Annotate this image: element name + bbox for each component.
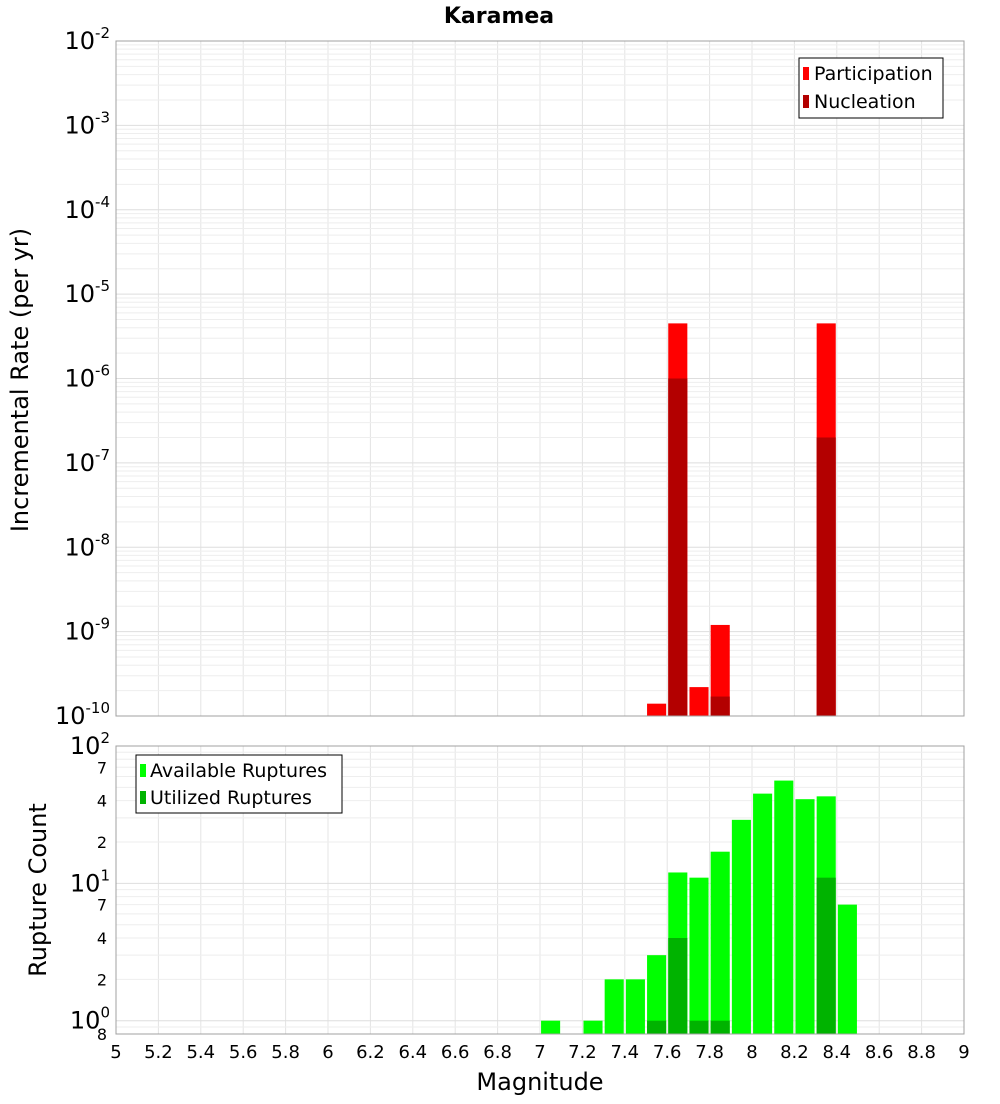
x-tick-label: 7.6	[653, 1042, 682, 1063]
top-legend-box	[798, 57, 944, 119]
y-tick-label: 10-3	[64, 108, 110, 139]
bottom-legend: Available Ruptures Utilized Ruptures	[135, 754, 343, 814]
legend-swatch-nucleation	[803, 95, 809, 108]
x-axis-label: Magnitude	[476, 1068, 603, 1096]
x-tick-label: 5.2	[144, 1042, 173, 1063]
bottom-y-axis-label: Rupture Count	[24, 803, 52, 977]
y-tick-label: 10-7	[64, 446, 110, 477]
count-bar-series-1	[541, 1020, 561, 1034]
count-bar-series-1	[647, 955, 667, 1034]
top-bars	[647, 323, 836, 716]
rate-bar-series-1	[710, 624, 730, 716]
top-legend: Participation Nucleation	[798, 57, 944, 119]
count-bar-series-1	[689, 877, 709, 1034]
count-bar-series-2	[816, 877, 836, 1034]
rate-bar-series-2	[710, 696, 730, 716]
legend-label-nucleation: Nucleation	[814, 91, 916, 113]
y-tick-label: 10-5	[64, 277, 110, 308]
x-tick-label: 7.8	[695, 1042, 724, 1063]
x-tick-label: 8.4	[822, 1042, 851, 1063]
count-bar-series-1	[731, 819, 751, 1034]
legend-label-available-ruptures: Available Ruptures	[150, 760, 327, 782]
bottom-plot-border	[115, 745, 965, 1035]
legend-label-participation: Participation	[814, 63, 933, 85]
y-minor-tick-label: 7	[97, 896, 107, 915]
x-tick-label: 6	[322, 1042, 333, 1063]
y-minor-tick-label: 8	[97, 1025, 107, 1044]
bottom-y-tick-labels: 102 101 100 7 4 2 7 4 2 8	[70, 729, 110, 1044]
x-tick-labels: 5 5.2 5.4 5.6 5.8 6 6.2 6.4 6.6 6.8 7 7.2 7.4 7.6 7.8 8…	[110, 1042, 969, 1063]
legend-swatch-participation	[803, 67, 809, 80]
count-bar-series-1	[583, 1020, 603, 1034]
x-tick-label: 6.2	[356, 1042, 385, 1063]
y-minor-tick-label: 7	[97, 758, 107, 777]
legend-swatch-utilized-ruptures	[140, 791, 146, 804]
x-tick-label: 8	[746, 1042, 757, 1063]
rate-bar-series-1	[647, 703, 667, 716]
y-minor-tick-label: 2	[97, 970, 107, 989]
x-tick-label: 7	[534, 1042, 545, 1063]
x-tick-label: 5	[110, 1042, 121, 1063]
x-tick-label: 8.2	[780, 1042, 809, 1063]
x-tick-label: 8.6	[865, 1042, 894, 1063]
x-tick-label: 7.2	[568, 1042, 597, 1063]
count-bar-series-1	[604, 979, 624, 1034]
x-tick-label: 6.4	[398, 1042, 427, 1063]
y-tick-label: 102	[70, 729, 110, 760]
x-tick-label: 9	[958, 1042, 969, 1063]
y-tick-label: 10-8	[64, 530, 110, 561]
count-bar-series-2	[689, 1020, 709, 1034]
count-bar-series-1	[753, 793, 773, 1034]
chart-title: Karamea	[444, 4, 554, 29]
y-minor-tick-label: 4	[97, 929, 107, 948]
x-tick-label: 8.8	[907, 1042, 936, 1063]
count-bar-series-2	[710, 1020, 730, 1034]
count-bar-series-1	[625, 979, 645, 1034]
top-y-axis-label: Incremental Rate (per yr)	[6, 228, 34, 532]
y-tick-label: 10-10	[55, 699, 110, 730]
x-tick-label: 6.6	[441, 1042, 470, 1063]
y-tick-label: 10-9	[64, 615, 110, 646]
count-bar-series-1	[774, 780, 794, 1034]
x-tick-label: 5.6	[229, 1042, 258, 1063]
legend-label-utilized-ruptures: Utilized Ruptures	[150, 787, 312, 809]
count-bar-series-1	[710, 851, 730, 1034]
bottom-bars	[541, 780, 857, 1034]
rate-bar-series-1	[689, 687, 709, 716]
x-tick-label: 5.4	[186, 1042, 215, 1063]
x-tick-label: 6.8	[483, 1042, 512, 1063]
rate-bar-series-2	[816, 437, 836, 716]
top-plot-border	[115, 40, 965, 717]
x-tick-label: 5.8	[271, 1042, 300, 1063]
legend-swatch-available-ruptures	[140, 764, 146, 777]
y-minor-tick-label: 2	[97, 833, 107, 852]
y-tick-label: 101	[70, 866, 110, 897]
x-tick-label: 7.4	[610, 1042, 639, 1063]
count-bar-series-2	[647, 1020, 667, 1034]
count-bar-series-1	[795, 799, 815, 1034]
count-bar-series-2	[668, 938, 688, 1034]
y-tick-label: 10-6	[64, 362, 110, 393]
bottom-legend-box	[135, 754, 343, 814]
count-bar-series-1	[837, 904, 857, 1034]
y-tick-label: 10-2	[64, 24, 110, 55]
top-y-tick-labels: 10-2 10-3 10-4 10-5 10-6 10-7 10-8 10-9 10-10	[55, 24, 110, 730]
top-grid	[115, 40, 965, 717]
y-tick-label: 100	[70, 1004, 110, 1035]
rate-bar-series-2	[668, 378, 688, 716]
y-tick-label: 10-4	[64, 193, 110, 224]
y-minor-tick-label: 4	[97, 792, 107, 811]
